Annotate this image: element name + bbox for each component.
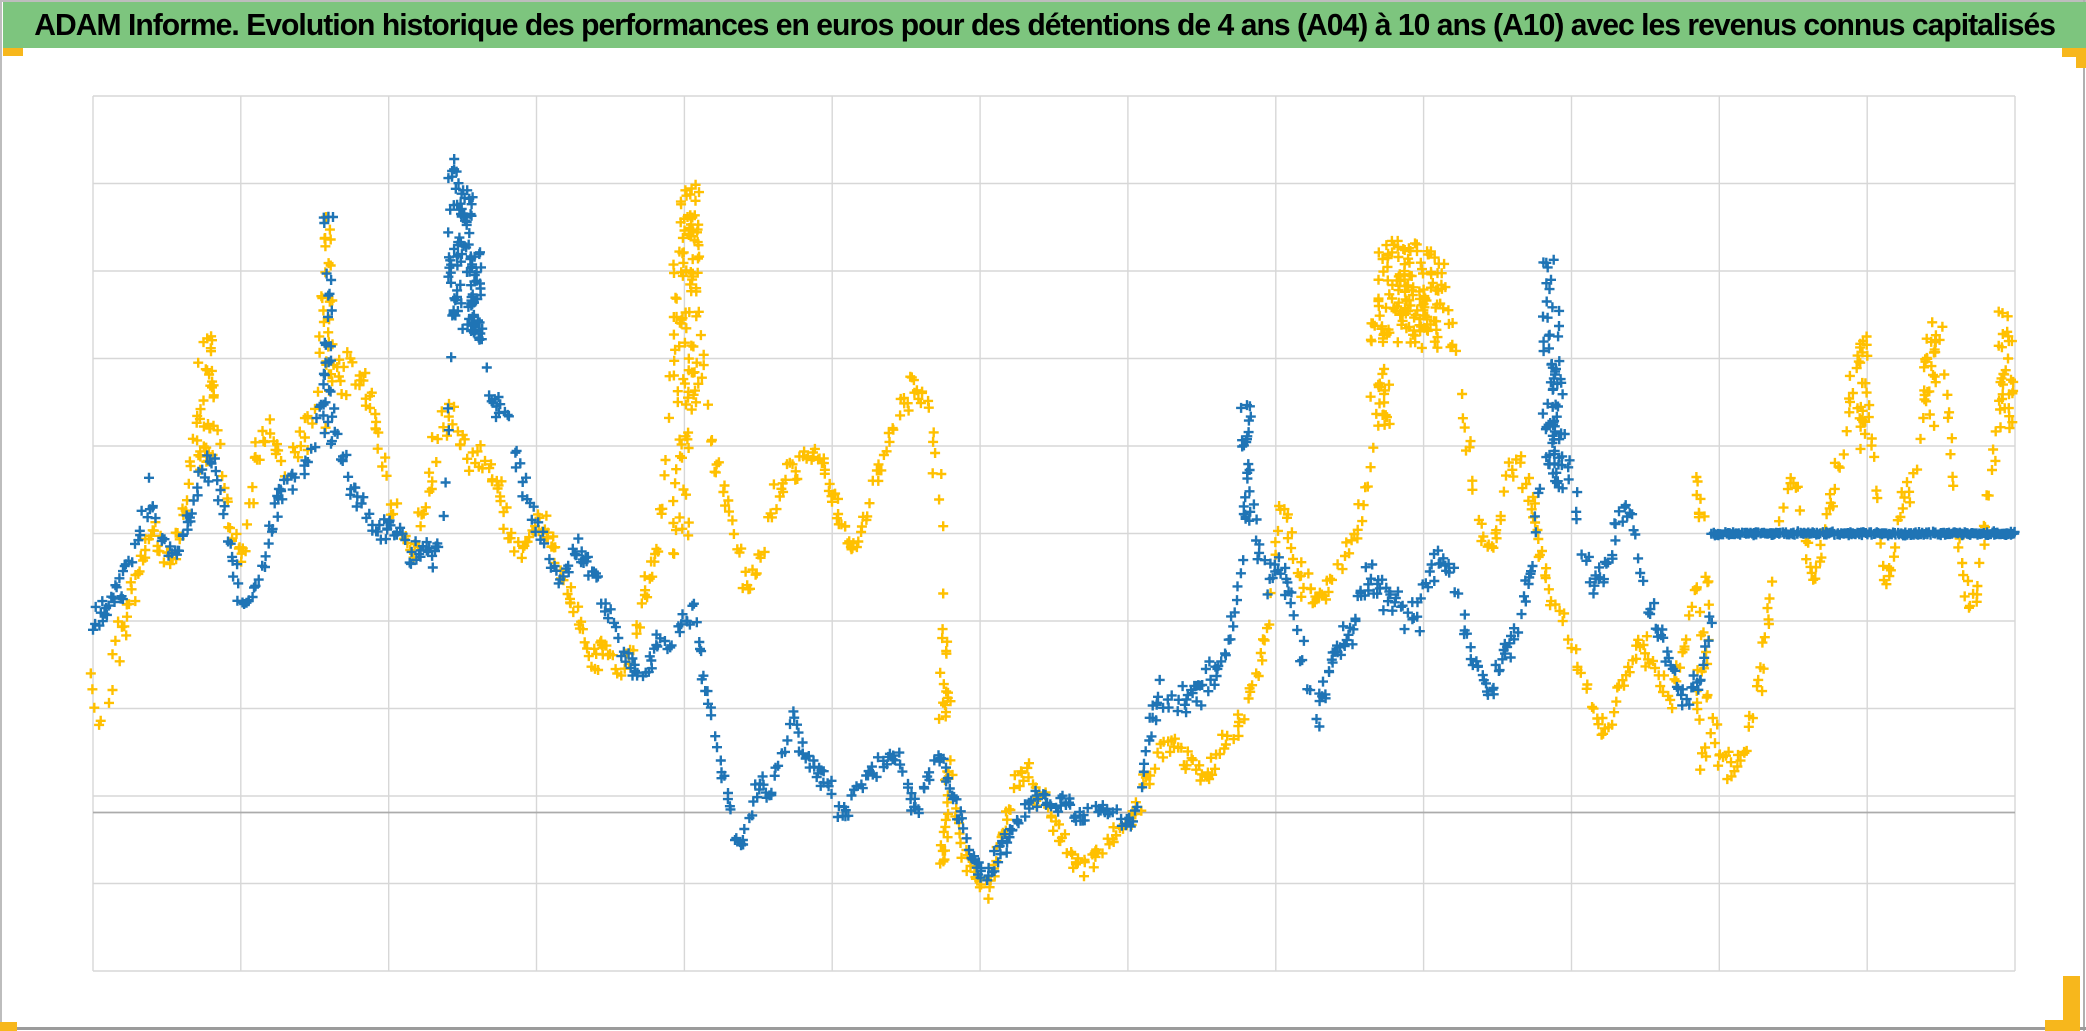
gold-corner-mark-top-right-vertical	[2076, 48, 2086, 68]
chart-title-banner: ADAM Informe. Evolution historique des p…	[3, 2, 2086, 48]
chart-title-text: ADAM Informe. Evolution historique des p…	[34, 7, 2056, 42]
page-right-border	[2083, 0, 2085, 1031]
gold-corner-mark-top-right	[2062, 48, 2086, 57]
gold-corner-mark-bottom-right-vertical	[2063, 976, 2080, 1031]
page-left-border	[0, 0, 2, 1031]
gold-corner-mark-top-left	[3, 48, 23, 56]
scatter-points-serie-blue-A10	[88, 154, 2020, 886]
page-bottom-border	[0, 1027, 2086, 1030]
page-top-border	[0, 0, 2086, 2]
scatter-points-serie-gold-A04	[85, 179, 2019, 904]
gold-corner-mark-bottom-left	[0, 1022, 17, 1031]
gold-corner-mark-bottom-right	[2045, 1020, 2080, 1031]
